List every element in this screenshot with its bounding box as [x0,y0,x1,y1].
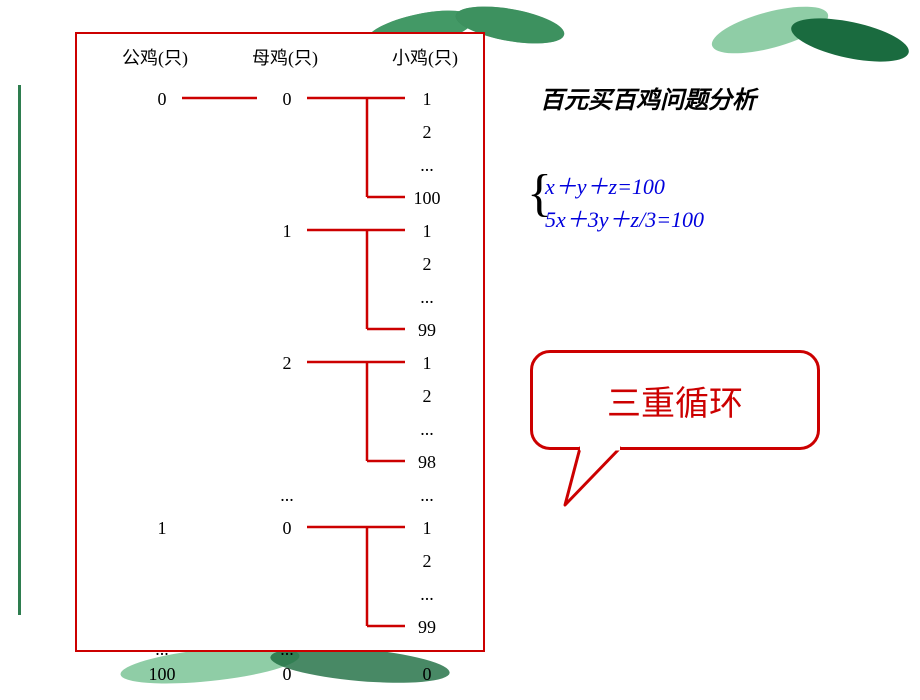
table-cell: 2 [423,551,432,572]
table-cell: ... [420,485,434,506]
table-cell: 99 [418,320,436,341]
table-cell: 0 [283,664,292,685]
equations-block: { x＋y＋z=100 5x＋3y＋z/3=100 [545,170,704,236]
table-cell: 1 [423,89,432,110]
table-cell: 98 [418,452,436,473]
table-cell: ... [155,639,169,660]
left-green-bar [18,85,21,615]
brace-icon: { [527,168,552,220]
table-cell: 2 [423,122,432,143]
table-cell: ... [420,584,434,605]
table-cell: 1 [423,353,432,374]
leaf-top-right [700,0,920,80]
table-cell: 2 [423,254,432,275]
equation-1: x＋y＋z=100 [545,170,704,203]
callout-bubble: 三重循环 [530,350,820,450]
table-cell: 99 [418,617,436,638]
table-cell: 0 [283,518,292,539]
table-cell: ... [280,639,294,660]
table-cell: ... [420,287,434,308]
table-cell: 1 [283,221,292,242]
callout-text: 三重循环 [607,376,743,425]
table-cell: ... [280,485,294,506]
table-cell: 1 [423,221,432,242]
table-cell: 1 [158,518,167,539]
table-frame: 公鸡(只) 母鸡(只) 小鸡(只) 0012...100112...99212.… [75,32,485,652]
table-cell: 0 [423,664,432,685]
table-cell: 100 [414,188,441,209]
table-cell: 1 [423,518,432,539]
equation-2: 5x＋3y＋z/3=100 [545,203,704,236]
analysis-title: 百元买百鸡问题分析 [540,80,756,115]
callout-tail-icon [560,445,640,515]
table-cell: 0 [158,89,167,110]
table-cell: 100 [149,664,176,685]
table-cell: 2 [423,386,432,407]
table-cell: ... [420,419,434,440]
table-cell: 0 [283,89,292,110]
table-cell: ... [420,155,434,176]
table-cell: 2 [283,353,292,374]
